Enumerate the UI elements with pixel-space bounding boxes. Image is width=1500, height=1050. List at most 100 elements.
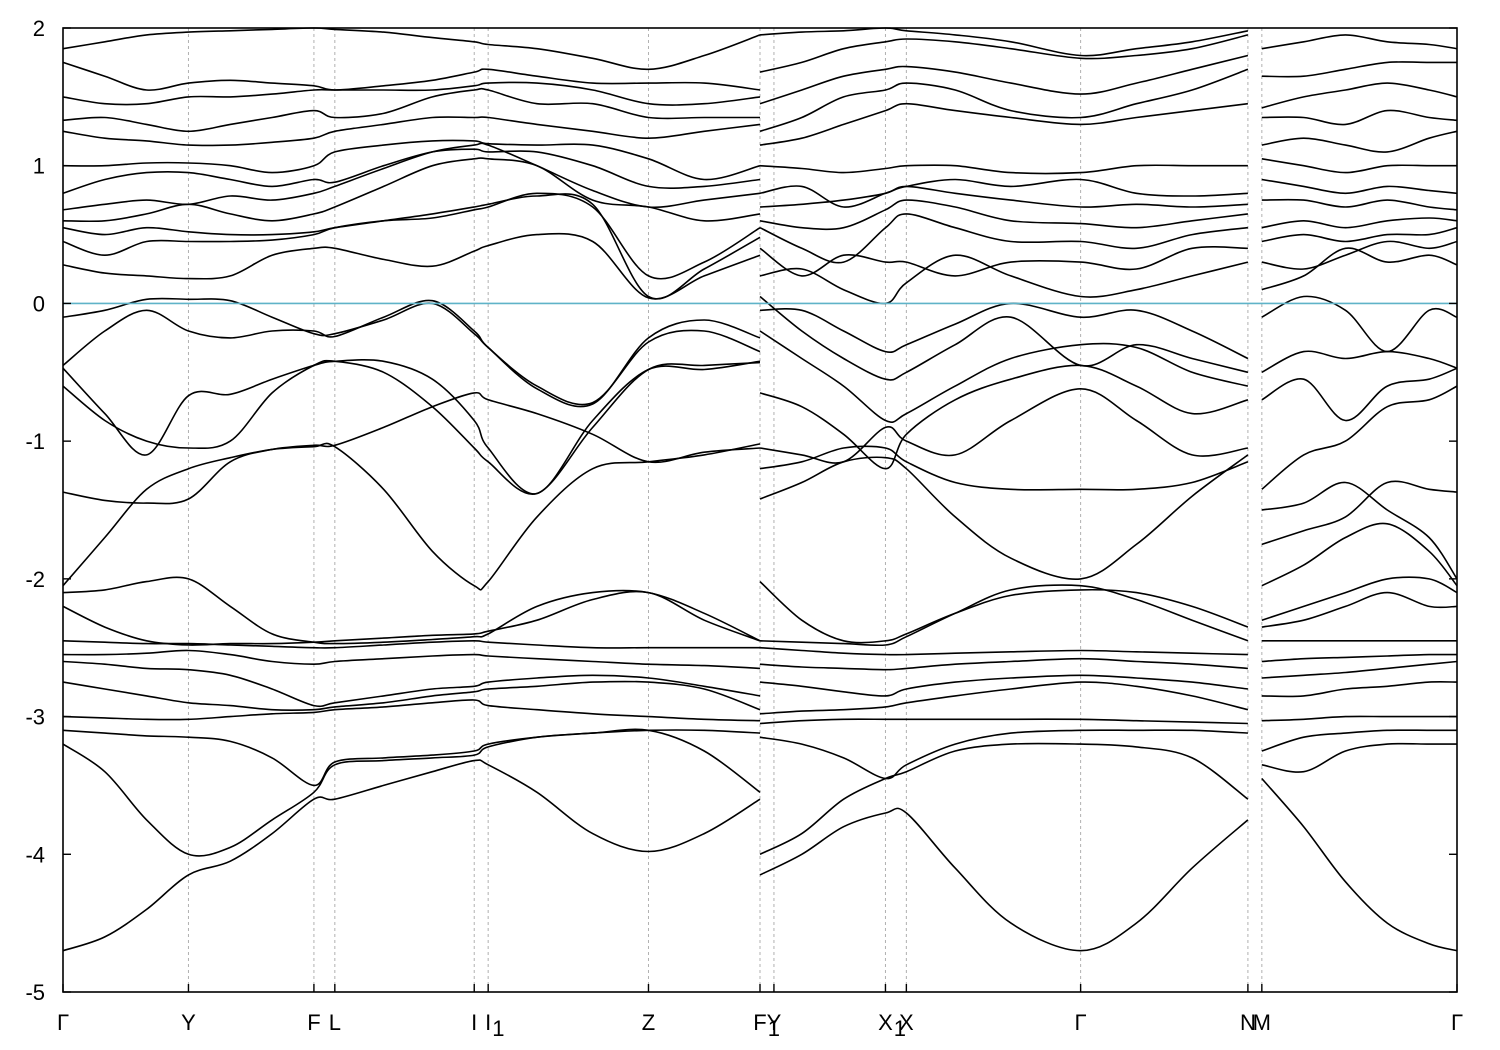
kpoint-label-text: F <box>307 1010 320 1035</box>
kpoint-label-text: F <box>753 1010 766 1035</box>
band-line-s2-b18 <box>759 254 1249 305</box>
band-line-s3-b27 <box>1261 82 1458 109</box>
band-line-s2-b16 <box>759 295 1249 381</box>
band-line-s1-b23 <box>62 139 761 181</box>
band-line-s2-b12 <box>759 445 1249 491</box>
band-line-s2-b28 <box>759 34 1249 73</box>
band-line-s1-b7 <box>62 649 761 670</box>
band-line-s2-b11 <box>759 454 1249 580</box>
band-line-s2-b21 <box>759 199 1249 231</box>
band-line-s1-b17 <box>62 232 761 300</box>
band-line-s3-b16 <box>1261 350 1458 374</box>
band-line-s2-b23 <box>759 178 1248 208</box>
band-line-s3-b19 <box>1261 240 1458 270</box>
kpoint-label-text: I <box>471 1010 477 1035</box>
band-line-s3-b22 <box>1261 198 1458 211</box>
kpoint-label-4: L <box>329 1010 341 1035</box>
band-line-s1-b18 <box>62 192 761 280</box>
band-line-s2-b1 <box>759 807 1249 952</box>
kpoint-label-11: X <box>899 1010 914 1035</box>
band-line-s3-b11 <box>1261 522 1458 587</box>
band-line-s2-b6 <box>759 674 1248 697</box>
band-line-s1-b25 <box>62 87 760 133</box>
band-line-s3-b24 <box>1261 158 1457 174</box>
band-line-s3-b13 <box>1261 481 1458 580</box>
kpoint-label-text: Γ <box>57 1010 69 1035</box>
band-line-s3-b3 <box>1261 729 1457 752</box>
band-line-s2-b9 <box>759 584 1249 647</box>
band-line-s1-b2 <box>62 728 761 857</box>
band-line-s3-b17 <box>1261 295 1458 353</box>
kpoint-label-text: Γ <box>1451 1010 1463 1035</box>
kpoint-label-text: X <box>899 1010 914 1035</box>
kpoint-grid-lines <box>187 28 1263 992</box>
band-line-s3-b6 <box>1261 660 1458 679</box>
band-line-s3-b1 <box>1261 777 1458 952</box>
kpoint-label-2: Y <box>181 1010 196 1035</box>
band-line-s3-b14 <box>1261 385 1458 490</box>
band-line-s1-b10 <box>62 576 761 645</box>
kpoint-label-14: M <box>1253 1010 1271 1035</box>
band-line-s2-b5 <box>759 681 1249 715</box>
band-line-s1-b20 <box>62 157 761 223</box>
kpoint-label-text: Y <box>181 1010 196 1035</box>
kpoint-label-15: Γ <box>1451 1010 1463 1035</box>
band-line-s2-b26 <box>759 68 1249 133</box>
y-tick-label: -4 <box>25 842 45 867</box>
band-line-s3-b20 <box>1261 226 1458 243</box>
band-line-s2-b2 <box>759 742 1249 856</box>
band-line-s1-b4 <box>62 699 761 722</box>
band-line-s2-b3 <box>759 729 1248 780</box>
band-line-s2-b20 <box>759 213 1248 264</box>
band-line-s3-b7 <box>1261 653 1458 663</box>
band-line-s1-b12 <box>62 391 761 505</box>
kpoint-label-3: F <box>307 1010 320 1035</box>
band-lines <box>62 27 1458 952</box>
y-tick-label: 1 <box>33 154 45 179</box>
kpoint-label-text: L <box>329 1010 341 1035</box>
band-line-s1-b16 <box>62 297 761 408</box>
band-line-s1-b8 <box>62 640 760 649</box>
band-line-s1-b19 <box>62 193 761 300</box>
band-line-s1-b3 <box>62 729 761 787</box>
kpoint-label-text: N <box>1240 1010 1256 1035</box>
kpoint-label-text: Z <box>642 1010 655 1035</box>
band-line-s3-b4 <box>1261 715 1457 722</box>
kpoint-label-9: Y <box>767 1010 782 1035</box>
band-line-s2-b4 <box>759 718 1248 725</box>
band-line-s3-b2 <box>1261 742 1457 773</box>
band-line-s2-b29 <box>759 27 1249 57</box>
band-line-s3-b15 <box>1261 367 1458 422</box>
band-line-s1-b13 <box>62 359 761 495</box>
band-line-s2-b15 <box>759 330 1249 423</box>
band-line-s2-b10 <box>759 581 1249 644</box>
band-line-s1-b5 <box>62 680 761 711</box>
band-line-s3-b21 <box>1261 217 1458 229</box>
y-tick-label: -5 <box>25 980 45 1005</box>
band-line-s3-b25 <box>1261 130 1458 153</box>
band-line-s1-b14 <box>62 358 761 495</box>
band-line-s1-b9 <box>62 590 761 646</box>
band-line-s3-b26 <box>1261 109 1458 126</box>
band-line-s3-b23 <box>1261 178 1458 195</box>
band-line-s3-b10 <box>1261 576 1458 621</box>
band-line-s3-b5 <box>1261 681 1458 698</box>
band-line-s1-b1 <box>62 759 761 952</box>
kpoint-label-subscript: 1 <box>894 1016 906 1041</box>
kpoint-label-13: N <box>1240 1010 1256 1035</box>
band-line-s2-b14 <box>759 364 1249 470</box>
kpoint-label-subscript: 1 <box>492 1016 504 1041</box>
kpoint-label-7: Z <box>642 1010 655 1035</box>
kpoint-labels: Γ Y F L I I 1 Z F 1Y X 1X Γ NM Γ <box>57 1010 1463 1041</box>
band-line-s1-b15 <box>62 299 761 406</box>
kpoint-label-text: Y <box>767 1010 782 1035</box>
y-tick-label: -2 <box>25 567 45 592</box>
band-line-s1-b22 <box>62 148 761 195</box>
kpoint-label-text: M <box>1253 1010 1271 1035</box>
band-line-s1-b28 <box>62 27 761 71</box>
band-line-s3-b18 <box>1261 247 1458 291</box>
